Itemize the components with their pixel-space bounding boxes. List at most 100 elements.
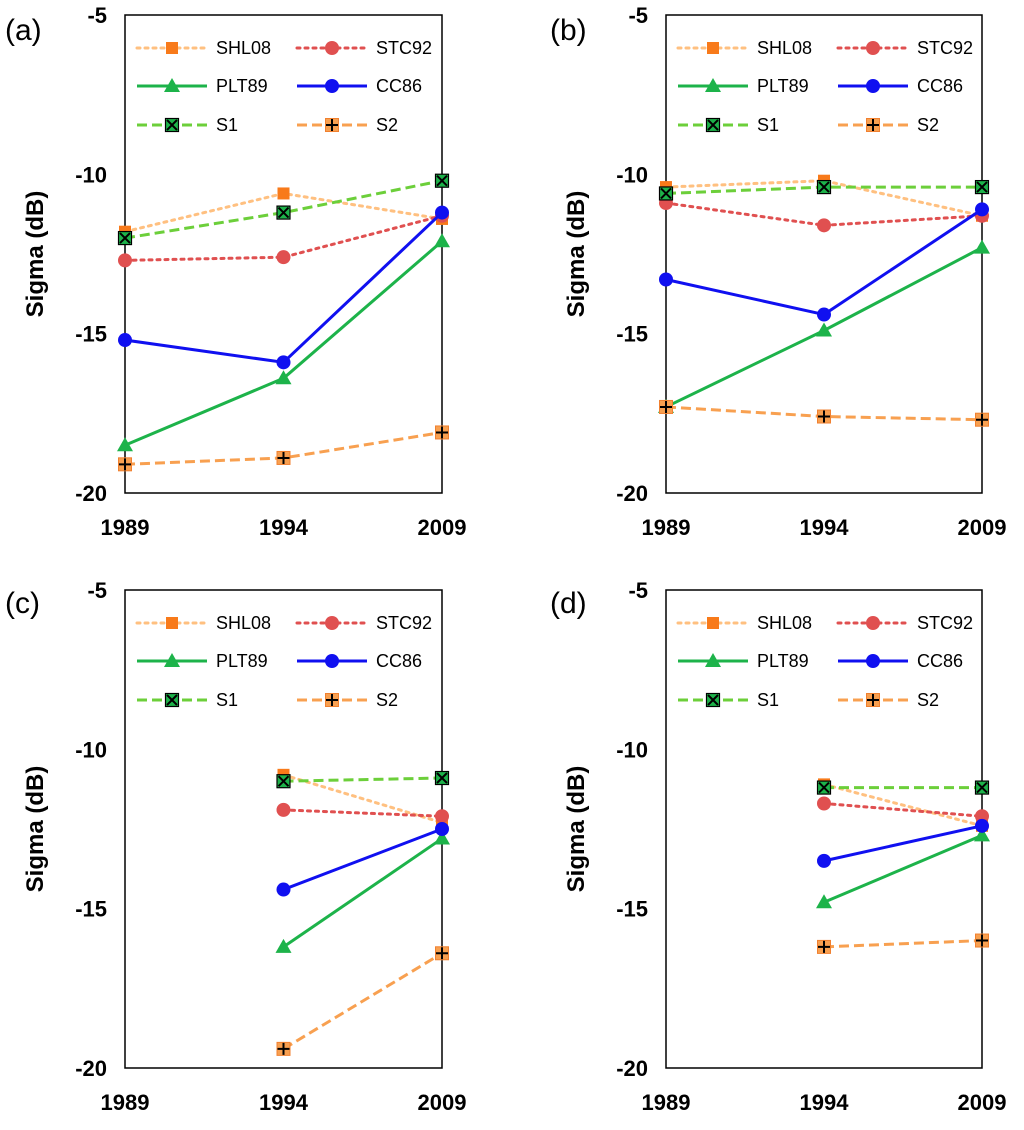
- marker-triangle: [434, 233, 450, 248]
- y-tick-label: -20: [75, 1056, 107, 1081]
- series-plt89: [816, 827, 990, 909]
- series-plt89: [117, 233, 450, 452]
- legend-entry: PLT89: [137, 76, 268, 96]
- chart-panel: (b) -5 -10 -15 -20 1989 1994 2009 Sigma (dB) SHL0…: [550, 3, 1006, 540]
- data-point: [276, 250, 291, 265]
- legend-marker: [866, 79, 880, 93]
- panel-label: (d): [550, 587, 587, 620]
- legend-label: SHL08: [216, 613, 271, 633]
- legend-label: CC86: [917, 651, 963, 671]
- series-line: [282, 837, 443, 949]
- marker-square: [277, 187, 290, 200]
- legend-entry: SHL08: [676, 613, 812, 633]
- legend-marker: [705, 78, 721, 92]
- legend-label: S1: [757, 115, 779, 135]
- marker-triangle: [275, 938, 292, 953]
- marker-circle: [866, 654, 880, 668]
- marker-square: [166, 42, 178, 54]
- legend-entry: S1: [137, 115, 238, 135]
- data-point: [817, 853, 831, 868]
- legend-marker: [166, 42, 178, 54]
- data-point: [816, 780, 832, 795]
- marker-plus: [976, 934, 988, 947]
- legend-label: SHL08: [216, 38, 271, 58]
- series-s1: [276, 770, 450, 789]
- legend-marker: [705, 653, 721, 667]
- legend-marker: [866, 41, 880, 55]
- data-point: [277, 187, 290, 200]
- marker-cross: [707, 119, 719, 131]
- legend-entry: S2: [297, 115, 398, 135]
- y-tick-label: -20: [616, 481, 648, 506]
- x-tick-label: 2009: [958, 515, 1007, 540]
- data-point: [276, 355, 291, 370]
- legend-marker: [325, 41, 339, 55]
- data-point: [276, 450, 291, 465]
- x-tick-label: 1994: [259, 1090, 309, 1115]
- series-line: [823, 824, 983, 863]
- legend-label: S1: [757, 690, 779, 710]
- legend-entry: CC86: [838, 651, 963, 671]
- data-point: [659, 399, 673, 414]
- series-line: [124, 211, 444, 364]
- data-point: [276, 1041, 291, 1056]
- x-tick-label: 1994: [800, 1090, 850, 1115]
- legend-marker: [707, 42, 719, 54]
- marker-circle: [975, 818, 989, 833]
- series-plt89: [275, 830, 450, 953]
- data-point: [117, 230, 133, 246]
- data-point: [275, 370, 292, 385]
- legend-label: STC92: [376, 613, 432, 633]
- data-point: [816, 179, 832, 195]
- data-point: [817, 939, 831, 954]
- legend-entry: PLT89: [678, 76, 809, 96]
- legend-entry: S1: [678, 115, 779, 135]
- y-tick-label: -20: [75, 481, 107, 506]
- data-point: [817, 307, 831, 322]
- legend-entry: PLT89: [137, 651, 268, 671]
- data-point: [974, 239, 990, 254]
- legend-entry: PLT89: [678, 651, 809, 671]
- series-s2: [817, 933, 989, 954]
- marker-circle: [817, 218, 831, 233]
- marker-plus: [326, 694, 338, 706]
- data-point: [435, 425, 449, 440]
- panel-label: (b): [550, 14, 587, 47]
- y-tick-label: -5: [87, 578, 107, 603]
- marker-cross: [976, 181, 988, 193]
- legend-marker: [166, 617, 178, 629]
- x-tick-label: 1994: [259, 515, 309, 540]
- x-tick-label: 1989: [101, 515, 150, 540]
- y-tick-label: -10: [616, 162, 648, 187]
- marker-cross: [436, 174, 448, 187]
- marker-circle: [435, 809, 449, 824]
- data-point: [974, 827, 990, 842]
- marker-circle: [817, 853, 831, 868]
- data-point: [434, 173, 450, 188]
- marker-circle: [659, 272, 673, 287]
- x-tick-label: 1989: [642, 515, 691, 540]
- x-tick-label: 1994: [800, 515, 850, 540]
- marker-plus: [660, 400, 672, 413]
- legend-entry: CC86: [297, 76, 422, 96]
- series-line: [822, 782, 984, 828]
- y-axis-title: Sigma (dB): [563, 766, 590, 893]
- series-line: [283, 776, 443, 783]
- legend-entry: STC92: [295, 38, 432, 58]
- marker-triangle: [705, 653, 721, 667]
- marker-cross: [660, 187, 672, 200]
- marker-circle: [118, 333, 132, 348]
- series-s2: [659, 399, 989, 427]
- legend-marker: [164, 117, 180, 133]
- chart-panel: (a) -5 -10 -15 -20 1989 1994 2009 Sigma (dB) SHL0…: [5, 3, 466, 540]
- legend-label: PLT89: [757, 76, 809, 96]
- legend-marker: [325, 616, 339, 630]
- y-tick-label: -5: [628, 3, 648, 28]
- data-point: [275, 938, 292, 953]
- marker-plus: [326, 119, 338, 131]
- marker-triangle: [974, 827, 990, 842]
- chart-panel: (d) -5 -10 -15 -20 1989 1994 2009 Sigma (dB) SHL0…: [550, 578, 1006, 1115]
- data-point: [816, 894, 832, 909]
- y-tick-label: -15: [616, 897, 648, 922]
- legend-entry: STC92: [836, 38, 973, 58]
